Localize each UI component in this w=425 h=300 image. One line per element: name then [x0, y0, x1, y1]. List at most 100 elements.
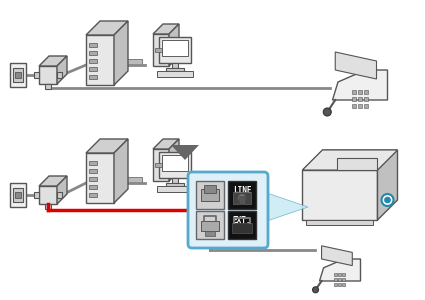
- Polygon shape: [169, 24, 179, 66]
- Bar: [352, 104, 356, 108]
- Polygon shape: [332, 70, 388, 100]
- Bar: [89, 185, 97, 189]
- Bar: [334, 278, 337, 281]
- Polygon shape: [153, 139, 179, 149]
- Bar: [89, 177, 97, 181]
- Polygon shape: [303, 150, 397, 170]
- Bar: [153, 34, 169, 66]
- Bar: [89, 75, 97, 79]
- Bar: [338, 273, 341, 276]
- Bar: [358, 104, 362, 108]
- Bar: [205, 231, 215, 236]
- Bar: [157, 186, 193, 192]
- Bar: [364, 97, 368, 101]
- Bar: [155, 163, 167, 167]
- Bar: [39, 66, 57, 84]
- Bar: [306, 220, 374, 225]
- Bar: [89, 161, 97, 165]
- Bar: [39, 186, 57, 204]
- Circle shape: [323, 108, 331, 116]
- Bar: [34, 72, 39, 78]
- FancyBboxPatch shape: [188, 172, 268, 248]
- Bar: [114, 59, 142, 65]
- Bar: [86, 153, 114, 203]
- Bar: [358, 97, 362, 101]
- Polygon shape: [169, 139, 179, 181]
- Circle shape: [238, 194, 246, 202]
- Bar: [159, 152, 191, 178]
- Bar: [13, 188, 23, 202]
- Polygon shape: [39, 56, 67, 66]
- Bar: [89, 67, 97, 71]
- Polygon shape: [335, 52, 377, 79]
- Bar: [159, 37, 191, 63]
- Bar: [201, 189, 219, 201]
- Bar: [172, 63, 178, 68]
- Polygon shape: [57, 176, 67, 204]
- Bar: [232, 223, 252, 233]
- Bar: [364, 90, 368, 94]
- Bar: [57, 192, 62, 198]
- Bar: [162, 155, 188, 171]
- Bar: [89, 43, 97, 47]
- Bar: [89, 59, 97, 63]
- Bar: [352, 90, 356, 94]
- Circle shape: [385, 197, 391, 203]
- Bar: [358, 90, 362, 94]
- Polygon shape: [171, 145, 199, 160]
- Bar: [34, 192, 39, 198]
- Bar: [233, 192, 251, 204]
- Bar: [45, 204, 51, 209]
- Bar: [89, 193, 97, 197]
- Polygon shape: [114, 139, 128, 203]
- Bar: [337, 158, 377, 170]
- Bar: [86, 35, 114, 85]
- Bar: [364, 104, 368, 108]
- Bar: [342, 278, 345, 281]
- Polygon shape: [303, 150, 397, 170]
- Bar: [352, 97, 356, 101]
- Bar: [334, 283, 337, 286]
- Bar: [172, 178, 178, 183]
- Bar: [239, 196, 245, 204]
- Bar: [15, 192, 21, 198]
- Bar: [89, 169, 97, 173]
- Polygon shape: [57, 56, 67, 84]
- Polygon shape: [153, 24, 179, 34]
- Bar: [196, 211, 224, 239]
- Bar: [13, 68, 23, 82]
- Bar: [228, 181, 256, 209]
- Bar: [342, 283, 345, 286]
- Bar: [228, 211, 256, 239]
- Bar: [303, 170, 377, 220]
- Polygon shape: [264, 192, 308, 222]
- Bar: [15, 72, 21, 78]
- Bar: [338, 283, 341, 286]
- Polygon shape: [322, 246, 352, 266]
- Bar: [57, 72, 62, 78]
- Bar: [10, 63, 26, 87]
- Bar: [196, 181, 224, 209]
- Bar: [166, 68, 184, 71]
- Bar: [201, 221, 219, 231]
- Text: LINE: LINE: [233, 186, 251, 195]
- Text: EXT.: EXT.: [233, 216, 251, 225]
- Polygon shape: [114, 21, 128, 85]
- Bar: [155, 48, 167, 52]
- Bar: [342, 273, 345, 276]
- Bar: [157, 71, 193, 77]
- Polygon shape: [86, 139, 128, 153]
- Bar: [153, 149, 169, 181]
- Bar: [338, 278, 341, 281]
- Bar: [166, 183, 184, 186]
- Bar: [45, 84, 51, 89]
- Polygon shape: [39, 176, 67, 186]
- Bar: [114, 177, 142, 183]
- Bar: [162, 40, 188, 56]
- Polygon shape: [86, 21, 128, 35]
- Bar: [334, 273, 337, 276]
- Polygon shape: [377, 150, 397, 220]
- Bar: [204, 185, 216, 193]
- Bar: [89, 51, 97, 55]
- Circle shape: [312, 287, 319, 293]
